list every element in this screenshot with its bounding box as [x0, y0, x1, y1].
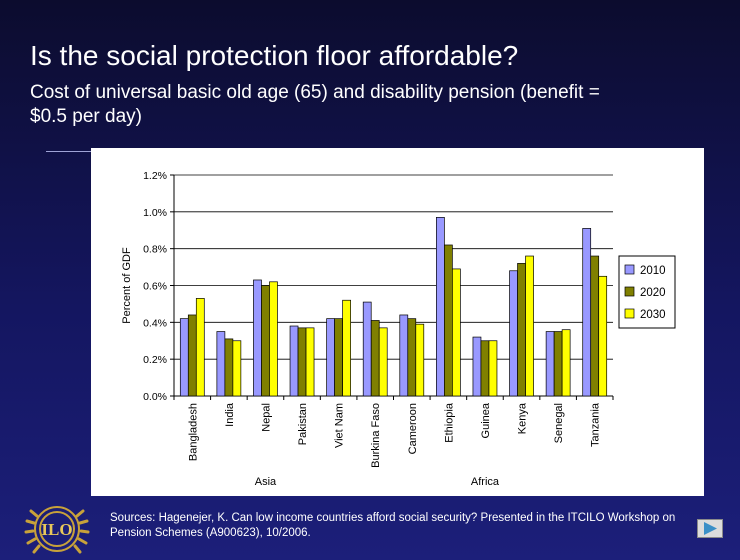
- ilo-logo-icon: ILO: [24, 506, 90, 554]
- bar: [232, 340, 242, 397]
- bar: [480, 340, 490, 397]
- x-tick-label: Viet Nam: [334, 403, 346, 448]
- x-tick-label: Senegal: [553, 403, 565, 443]
- y-axis-label: Percent of GDF: [121, 247, 133, 324]
- bar: [582, 228, 592, 397]
- bar: [289, 325, 299, 397]
- bar: [305, 327, 315, 397]
- region-group-label: Asia: [255, 476, 277, 488]
- bar: [326, 318, 335, 397]
- legend-label: 2030: [640, 309, 666, 321]
- bar: [179, 318, 189, 397]
- x-tick-label: Guinea: [480, 402, 492, 438]
- x-tick-label: Tanzania: [590, 402, 602, 447]
- x-tick-label: India: [224, 402, 236, 427]
- bar-chart: 0.0% 0.2% 0.4% 0.6% 0.8% 1.0% 1.2% Percent of G…: [121, 170, 676, 488]
- bar: [525, 255, 534, 397]
- bar: [436, 217, 445, 397]
- legend-label: 2010: [640, 265, 666, 277]
- x-tick-label: Kenya: [517, 402, 529, 434]
- legend-swatch: [624, 286, 635, 297]
- ilo-logo-text: ILO: [41, 520, 72, 539]
- y-tick-label: 0.4%: [143, 317, 167, 329]
- bar: [253, 279, 262, 397]
- y-tick-label: 0.6%: [143, 281, 167, 293]
- bar: [370, 320, 380, 397]
- chart-panel: 0.0% 0.2% 0.4% 0.6% 0.8% 1.0% 1.2% Percent of G…: [91, 148, 704, 496]
- legend-swatch: [624, 264, 635, 275]
- y-tick-label: 0.8%: [143, 244, 167, 256]
- sources-note: Sources: Hagenejer, K. Can low income co…: [110, 512, 676, 539]
- bar: [598, 275, 608, 397]
- legend-swatch: [624, 308, 635, 319]
- bar: [553, 331, 563, 397]
- bar: [399, 314, 409, 397]
- bar: [472, 336, 482, 397]
- x-tick-label: Pakistan: [297, 403, 309, 445]
- x-tick-label: Bangladesh: [187, 403, 199, 461]
- y-tick-label: 1.0%: [143, 207, 167, 219]
- bar: [342, 299, 351, 397]
- legend-label: 2020: [640, 287, 666, 299]
- bar: [362, 301, 372, 397]
- x-tick-label: Nepal: [260, 403, 272, 432]
- bar: [517, 263, 526, 397]
- bar: [187, 314, 197, 397]
- bar: [590, 255, 600, 397]
- bar: [561, 329, 571, 397]
- bar: [195, 298, 205, 397]
- x-tick-label: Burkina Faso: [370, 403, 382, 468]
- bar: [444, 244, 453, 397]
- bar: [407, 318, 417, 397]
- bar: [378, 327, 388, 397]
- bar: [334, 318, 343, 397]
- bar: [297, 327, 307, 397]
- next-slide-button[interactable]: [697, 519, 723, 538]
- y-tick-label: 1.2%: [143, 170, 167, 182]
- region-group-label: Africa: [471, 476, 500, 488]
- bar: [545, 331, 555, 397]
- bar: [452, 268, 461, 397]
- bar: [224, 338, 234, 397]
- bar: [415, 323, 425, 397]
- bar: [261, 285, 270, 397]
- y-tick-label: 0.2%: [143, 354, 167, 366]
- x-tick-label: Ethiopia: [443, 402, 455, 443]
- bar: [488, 340, 498, 397]
- x-tick-label: Cameroon: [407, 403, 419, 454]
- bar: [509, 270, 518, 397]
- slide-title: Is the social protection floor affordabl…: [30, 40, 519, 71]
- slide-subtitle: Cost of universal basic old age (65) and…: [30, 82, 600, 127]
- play-triangle-icon: [704, 522, 717, 535]
- title-divider: [46, 151, 92, 152]
- bar: [216, 331, 226, 397]
- y-tick-label: 0.0%: [143, 391, 167, 403]
- bar: [269, 281, 278, 397]
